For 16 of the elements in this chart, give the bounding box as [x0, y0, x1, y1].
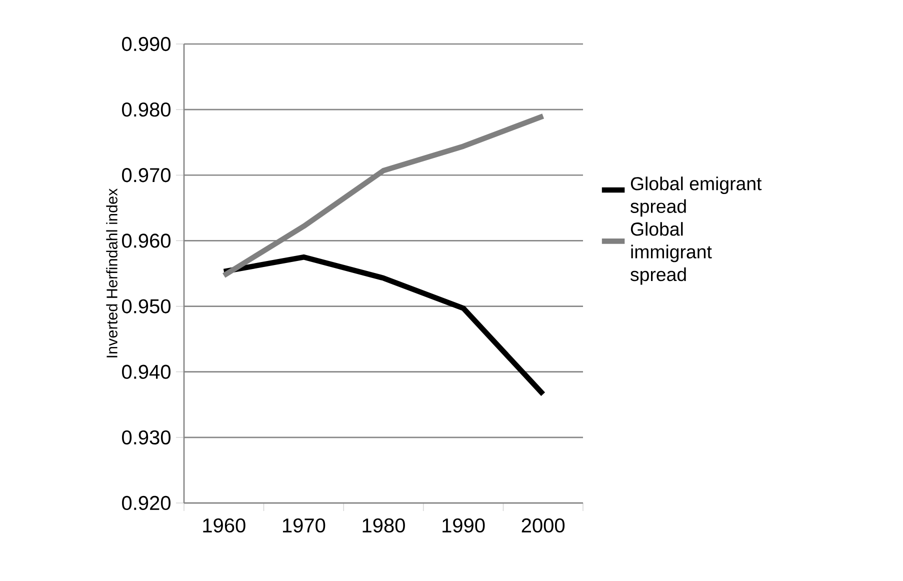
y-tick-label: 0.950: [122, 299, 170, 314]
x-tick-label: 1970: [282, 518, 326, 533]
x-tick-label: 1990: [442, 518, 485, 533]
y-tick-label: 0.940: [122, 364, 170, 379]
legend-label: Global immigrant spread: [630, 222, 712, 285]
legend-label: Global emigrant spread: [630, 176, 762, 217]
x-tick-label: 1960: [203, 518, 246, 533]
y-tick-label: 0.930: [122, 430, 170, 444]
y-tick-label: 0.980: [122, 102, 170, 117]
y-tick-label: 0.960: [122, 234, 170, 248]
y-tick-label: 0.990: [122, 36, 170, 52]
y-axis-title: Inverted Herfindahl index: [106, 188, 118, 358]
x-tick-label: 1980: [362, 518, 405, 533]
y-tick-label: 0.970: [122, 168, 170, 182]
y-tick-label: 0.920: [122, 496, 170, 510]
x-tick-label: 2000: [522, 518, 565, 533]
